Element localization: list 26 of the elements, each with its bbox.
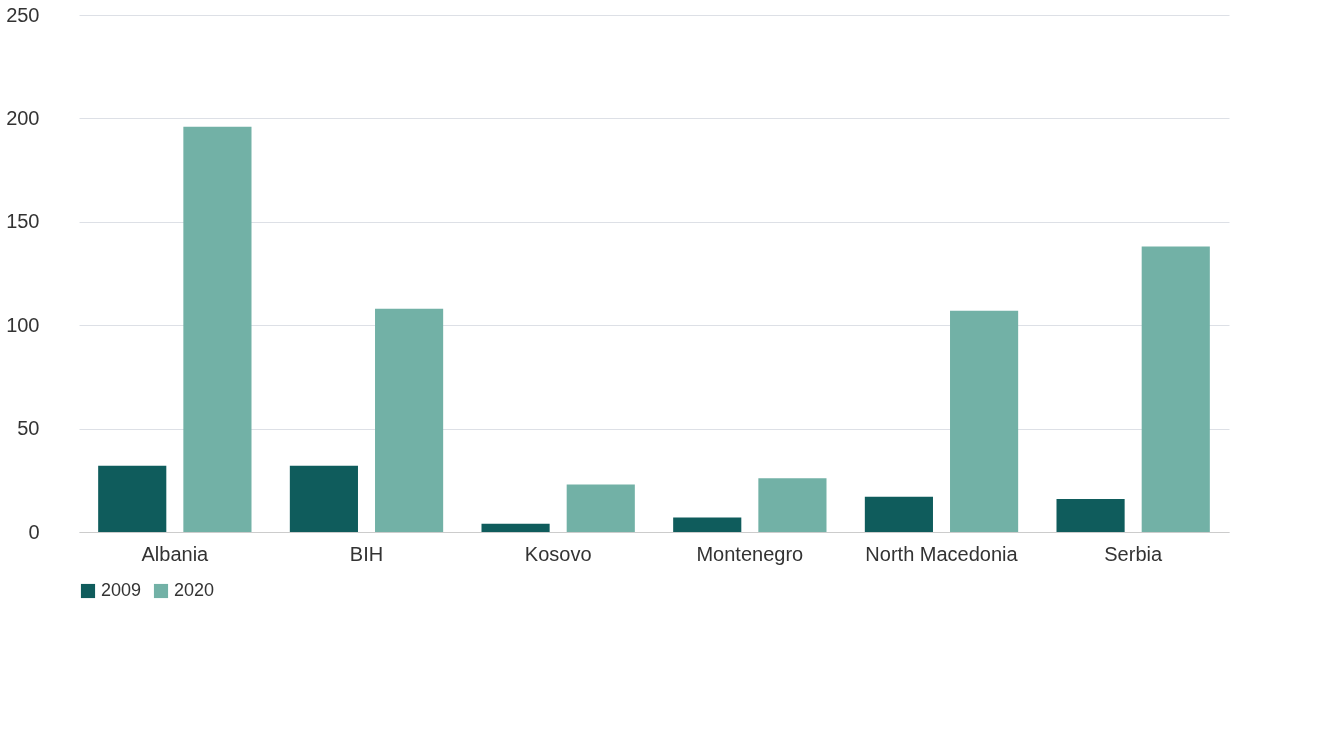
legend-label: 2009 (101, 580, 142, 600)
y-tick-label: 0 (28, 520, 40, 543)
x-tick-label: Albania (141, 542, 210, 565)
bar (1056, 498, 1125, 532)
y-tick-label: 100 (6, 313, 40, 336)
x-tick-label: BIH (349, 542, 384, 565)
x-tick-label: North Macedonia (865, 542, 1019, 565)
bar (1141, 246, 1210, 532)
bar (566, 484, 635, 532)
bar (375, 308, 444, 532)
bar (864, 496, 933, 532)
bar (289, 465, 358, 532)
y-tick-label: 50 (17, 417, 40, 440)
x-tick-label: Kosovo (524, 542, 592, 565)
bar (758, 478, 827, 532)
bar (950, 310, 1019, 532)
legend-label: 2020 (174, 580, 215, 600)
x-tick-label: Montenegro (696, 542, 804, 565)
y-tick-label: 250 (6, 3, 40, 26)
bar (481, 523, 550, 532)
y-tick-label: 150 (6, 210, 40, 233)
y-tick-label: 200 (6, 106, 40, 129)
bar (98, 465, 167, 532)
bar (183, 126, 252, 532)
x-tick-label: Serbia (1104, 542, 1163, 565)
bar (673, 517, 742, 532)
